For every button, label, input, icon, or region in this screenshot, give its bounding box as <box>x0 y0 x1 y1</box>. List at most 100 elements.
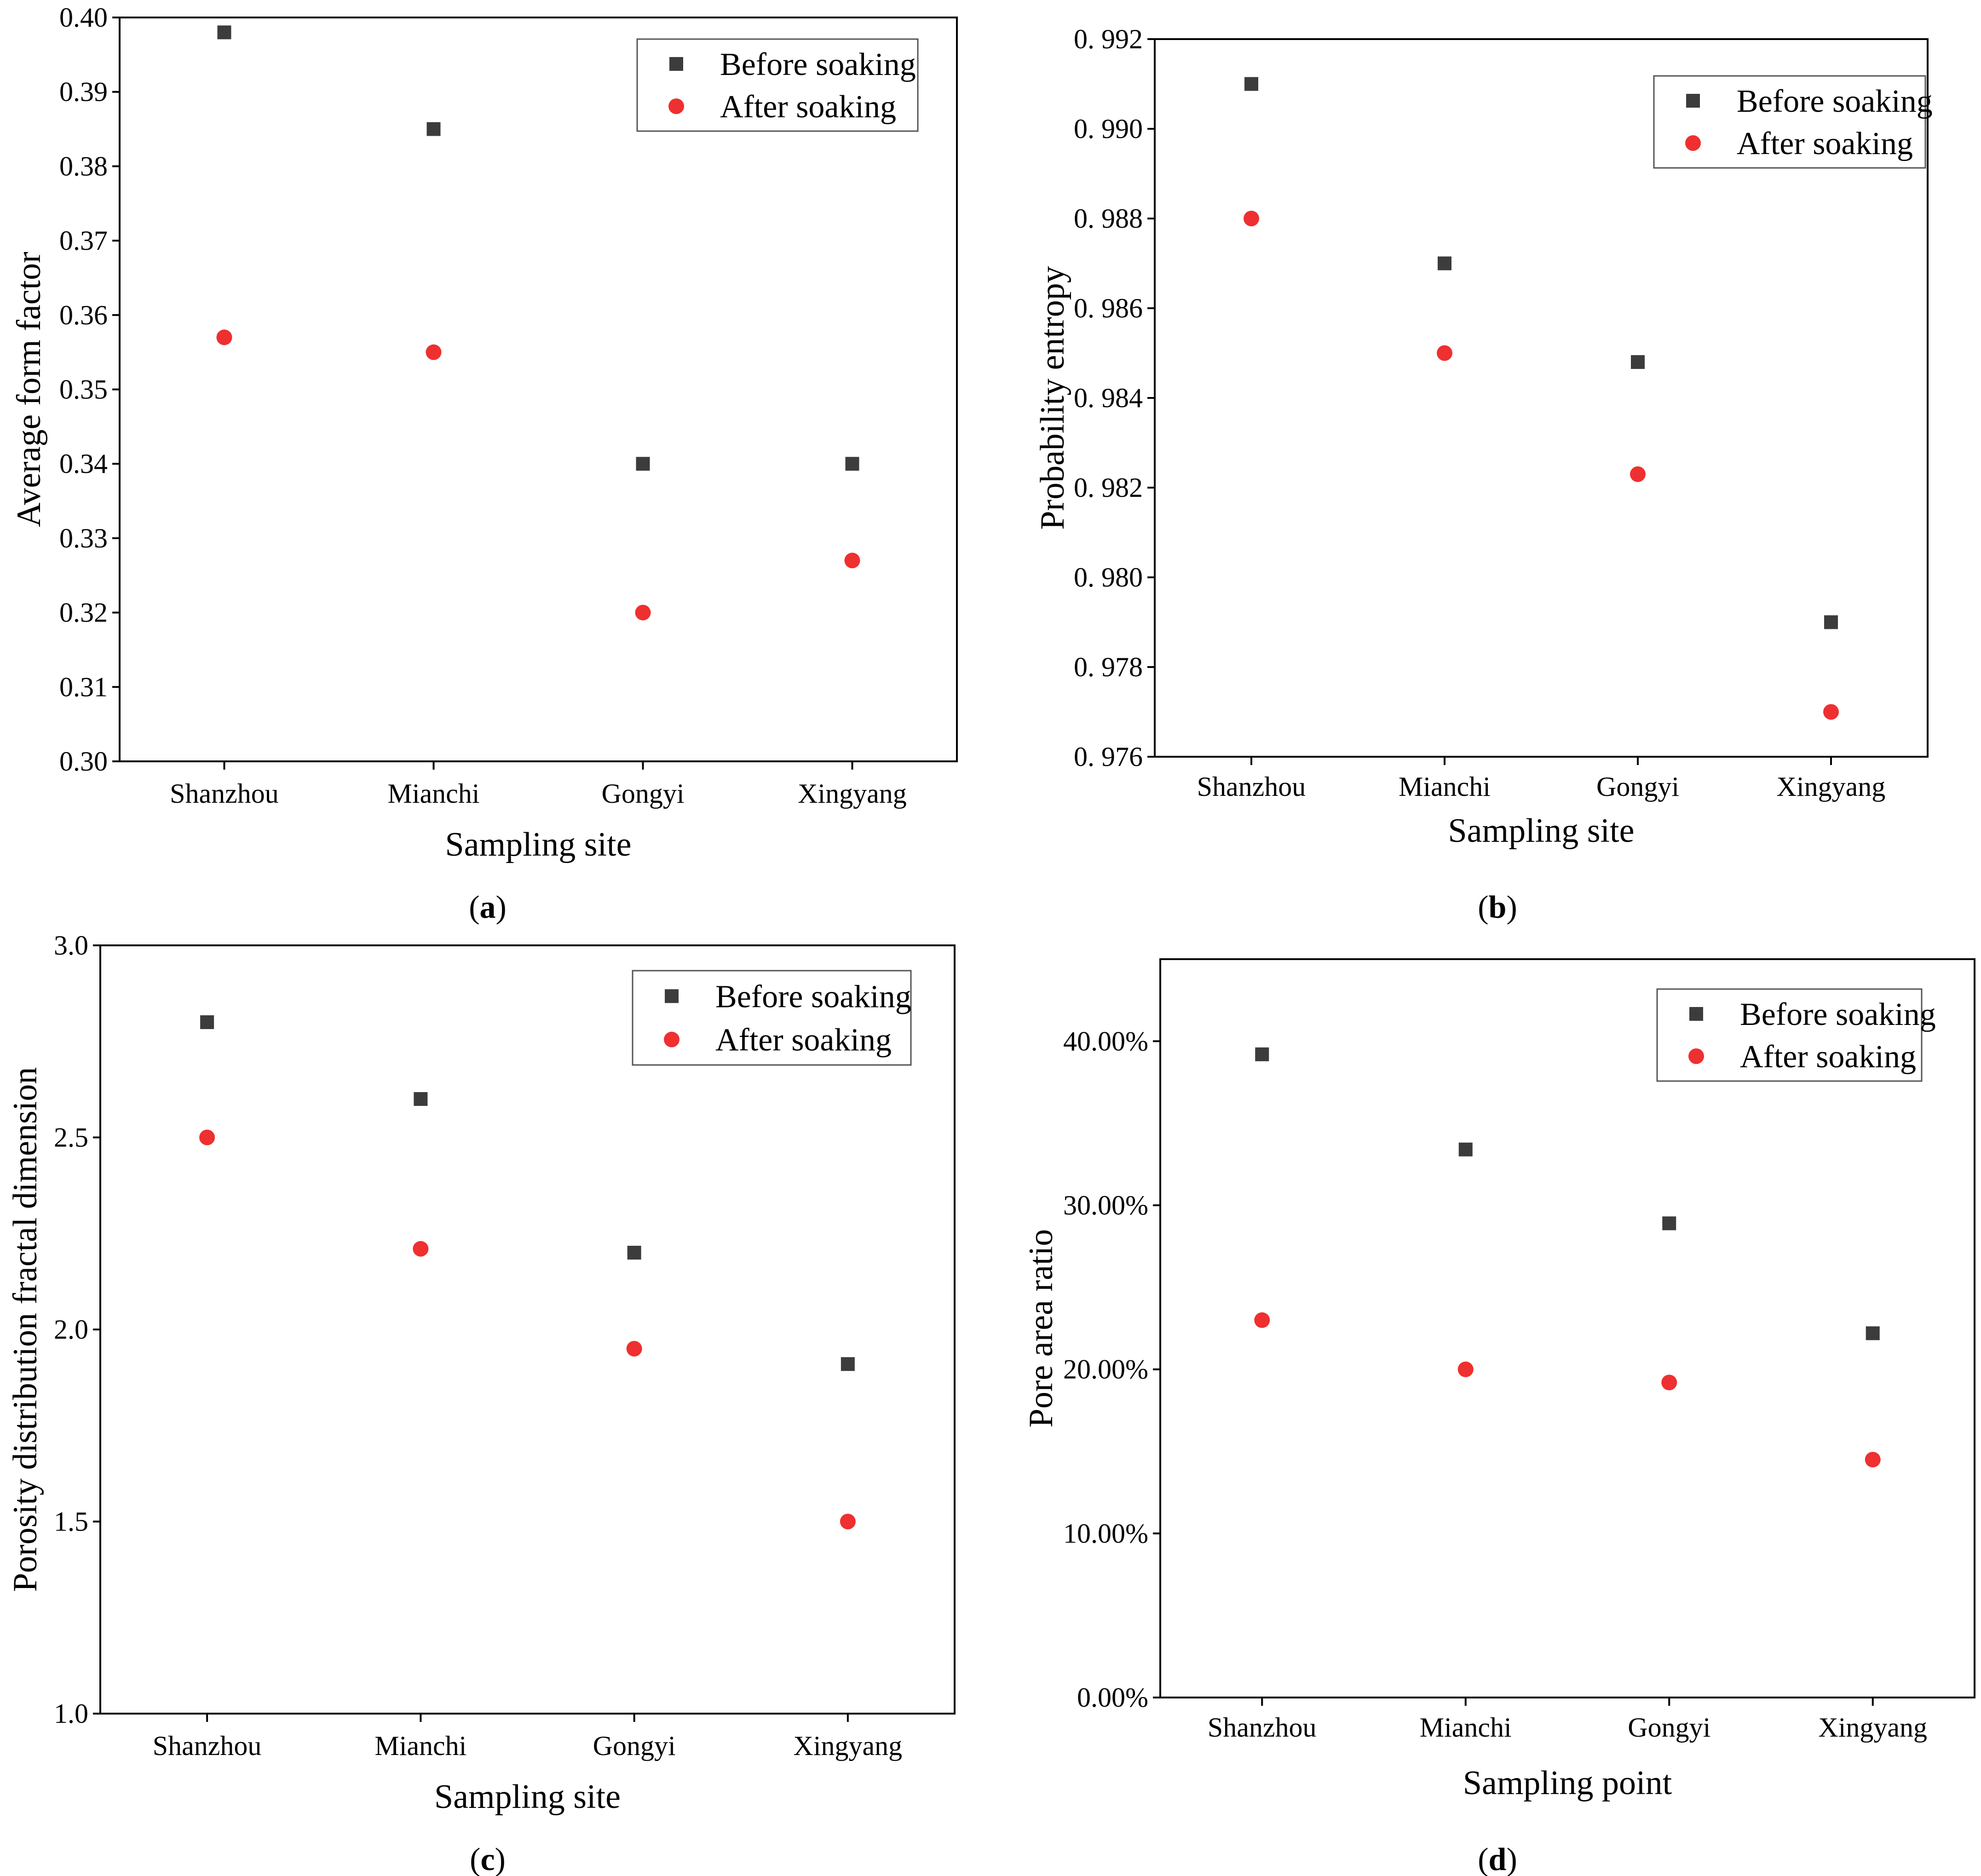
x-tick-label: Xingyang <box>794 1731 903 1761</box>
legend-label-before-soaking: Before soaking <box>1740 997 1936 1032</box>
caption-paren-open: ( <box>469 890 479 925</box>
legend-label-after-soaking: After soaking <box>1737 126 1913 161</box>
y-tick-label: 0. 992 <box>1074 24 1143 54</box>
x-tick-label: Xingyang <box>1818 1712 1927 1743</box>
data-point-after-soaking <box>844 552 860 569</box>
legend-box <box>1656 988 1923 1082</box>
legend-box <box>632 970 912 1066</box>
data-point-before-soaking <box>426 122 441 136</box>
x-tick-label: Mianchi <box>388 778 480 809</box>
y-tick-label: 0. 978 <box>1074 652 1143 682</box>
y-tick-label: 0. 986 <box>1074 293 1143 323</box>
plot-frame <box>1159 958 1975 1698</box>
x-axis-title: Sampling point <box>1463 1764 1672 1802</box>
y-tick-label: 2.0 <box>54 1314 88 1345</box>
y-tick-label: 30.00% <box>1063 1190 1148 1220</box>
x-tick-label: Xingyang <box>798 778 907 809</box>
y-axis-title: Pore area ratio <box>1022 1229 1060 1427</box>
y-tick-label: 0.38 <box>59 151 108 181</box>
y-tick-label: 0.36 <box>59 300 108 330</box>
x-tick-label: Mianchi <box>1399 771 1491 802</box>
caption-letter: d <box>1489 1842 1507 1876</box>
panel-caption: (c) <box>470 1842 506 1876</box>
data-point-before-soaking <box>841 1357 855 1371</box>
x-axis-title: Sampling site <box>434 1778 621 1816</box>
data-point-before-soaking <box>217 25 231 40</box>
data-point-before-soaking <box>1824 615 1838 629</box>
chart-panel-a: 0.30 0.31 0.32 0.33 0.34 0.35 0.36 0.37 0.38 0.39… <box>10 2 958 925</box>
legend-label-after-soaking: After soaking <box>1740 1039 1916 1075</box>
x-axis-title: Sampling site <box>1448 812 1635 850</box>
y-tick-label: 0. 976 <box>1074 742 1143 772</box>
y-axis-title: Probability entropy <box>1034 266 1071 529</box>
y-tick-label: 40.00% <box>1063 1026 1148 1056</box>
legend-marker-before-soaking <box>669 57 683 71</box>
chart-panel-b: 0. 976 0. 978 0. 980 0. 982 0. 984 0. 986 0. 9… <box>1034 24 1933 925</box>
y-tick-label: 0.30 <box>59 746 108 777</box>
legend-label-before-soaking: Before soaking <box>720 47 916 82</box>
y-tick-label: 0.34 <box>59 449 108 479</box>
data-point-after-soaking <box>635 604 651 621</box>
data-point-after-soaking <box>426 344 442 360</box>
y-tick-label: 0. 980 <box>1074 562 1143 593</box>
data-point-after-soaking <box>1865 1451 1881 1467</box>
data-point-after-soaking <box>626 1341 642 1357</box>
caption-paren-close: ) <box>1506 1842 1517 1876</box>
legend-marker-before-soaking <box>665 989 679 1003</box>
data-point-before-soaking <box>200 1015 214 1029</box>
x-tick-label: Xingyang <box>1777 771 1886 802</box>
y-tick-label: 0.32 <box>59 598 108 628</box>
legend-marker-after-soaking <box>1685 135 1701 151</box>
data-point-after-soaking <box>1244 211 1259 226</box>
data-point-before-soaking <box>627 1246 641 1260</box>
data-point-before-soaking <box>1662 1216 1676 1231</box>
legend: Before soaking After soaking <box>1656 988 1936 1082</box>
legend-label-before-soaking: Before soaking <box>1737 84 1933 119</box>
data-point-after-soaking <box>1823 704 1839 720</box>
data-point-after-soaking <box>1254 1312 1270 1328</box>
legend-marker-after-soaking <box>664 1031 680 1047</box>
y-tick-label: 0.37 <box>59 225 108 256</box>
x-tick-label: Gongyi <box>593 1731 676 1761</box>
data-point-after-soaking <box>413 1241 429 1257</box>
data-point-after-soaking <box>1457 1361 1474 1377</box>
legend-marker-before-soaking <box>1689 1007 1703 1021</box>
x-tick-label: Mianchi <box>1420 1712 1512 1743</box>
legend-box <box>1653 75 1926 169</box>
data-point-after-soaking <box>1661 1375 1677 1391</box>
y-tick-label: 3.0 <box>54 930 88 961</box>
caption-letter: c <box>480 1842 495 1876</box>
caption-paren-close: ) <box>495 1842 506 1876</box>
y-tick-label: 0. 988 <box>1074 203 1143 234</box>
data-point-before-soaking <box>1255 1047 1269 1061</box>
data-point-before-soaking <box>1244 77 1258 91</box>
caption-paren-open: ( <box>1478 890 1488 925</box>
caption-letter: b <box>1489 890 1507 925</box>
legend-marker-before-soaking <box>1686 94 1700 108</box>
data-point-before-soaking <box>845 457 859 471</box>
legend-label-after-soaking: After soaking <box>715 1023 892 1058</box>
y-tick-label: 1.0 <box>54 1698 88 1729</box>
legend: Before soaking After soaking <box>636 38 919 132</box>
caption-paren-open: ( <box>1478 1842 1488 1876</box>
panel-caption: (d) <box>1478 1842 1517 1876</box>
legend-label-before-soaking: Before soaking <box>715 979 911 1014</box>
x-tick-label: Gongyi <box>1596 771 1679 802</box>
x-tick-label: Shanzhou <box>1197 771 1306 802</box>
data-point-after-soaking <box>1437 345 1452 361</box>
y-tick-label: 2.5 <box>54 1122 88 1153</box>
panel-caption: (b) <box>1478 890 1517 925</box>
y-tick-label: 1.5 <box>54 1507 88 1537</box>
caption-letter: a <box>480 890 496 925</box>
caption-paren-open: ( <box>470 1842 480 1876</box>
y-tick-label: 0. 984 <box>1074 383 1143 413</box>
data-point-before-soaking <box>1438 256 1451 270</box>
y-tick-label: 0.31 <box>59 672 108 702</box>
legend-box <box>636 38 919 132</box>
y-axis-title: Porosity distribution fractal dimension <box>6 1067 44 1592</box>
y-tick-label: 0.00% <box>1077 1682 1148 1713</box>
data-point-before-soaking <box>414 1092 428 1106</box>
x-tick-label: Gongyi <box>602 778 685 809</box>
y-tick-label: 0.39 <box>59 77 108 107</box>
